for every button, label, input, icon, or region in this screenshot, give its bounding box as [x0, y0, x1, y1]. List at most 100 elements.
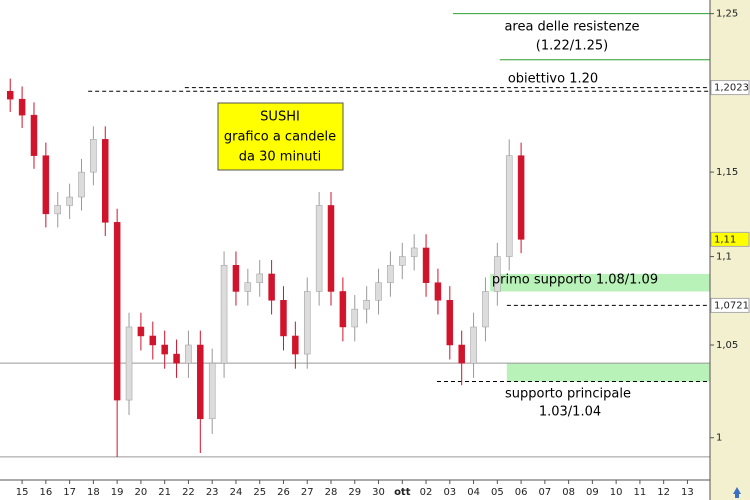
text-box: SUSHI grafico a candele da 30 minuti [217, 102, 344, 171]
x-tick-label: 03 [443, 487, 456, 498]
candle-body [446, 300, 454, 346]
x-tick-label: 22 [182, 487, 195, 498]
price-axis-panel [710, 0, 750, 500]
annotation: 1.03/1.04 [539, 405, 601, 420]
x-tick-label: 08 [562, 487, 575, 498]
y-tick-label: 1,1 [716, 252, 732, 263]
x-tick-label: 23 [206, 487, 219, 498]
candle-body [303, 291, 311, 355]
candle-body [351, 308, 359, 328]
x-tick-label: 05 [491, 487, 504, 498]
candle-body [363, 300, 370, 310]
candle-body [268, 273, 275, 301]
candle-body [292, 335, 299, 355]
candle-body [434, 282, 442, 301]
x-tick-label: 21 [158, 487, 171, 498]
x-tick-label: 30 [372, 487, 385, 498]
candle-body [173, 353, 180, 364]
support-zone [490, 273, 710, 292]
x-tick-label: 02 [420, 487, 433, 498]
candle-body [66, 196, 73, 206]
x-tick-label: 06 [515, 487, 528, 498]
candle-body [517, 155, 525, 240]
price-label: 1,0721 [714, 300, 749, 311]
x-tick-label: 11 [634, 487, 647, 498]
x-tick-label: 09 [586, 487, 599, 498]
candle-body [244, 282, 252, 292]
price-label-box [710, 297, 750, 313]
candle-body [197, 344, 204, 420]
price-label-box [710, 80, 750, 96]
candle-body [30, 114, 38, 156]
text-box-frame [217, 102, 344, 171]
x-tick-label: 10 [610, 487, 623, 498]
price-label-box [710, 231, 750, 247]
candle-body [505, 155, 513, 257]
price-label: 1,11 [714, 234, 736, 245]
x-tick-label: 26 [277, 487, 290, 498]
candle-body [422, 247, 430, 283]
x-tick-label: 04 [467, 487, 480, 498]
annotation: (1.22/1.25) [536, 39, 608, 54]
x-tick-label: ott [394, 487, 411, 498]
x-tick-label: 25 [253, 487, 266, 498]
box-line: SUSHI [260, 110, 300, 125]
candle-body [280, 300, 287, 337]
x-tick-label: 29 [348, 487, 361, 498]
x-tick-label: 15 [16, 487, 29, 498]
x-tick-label: 28 [325, 487, 338, 498]
x-tick-label: 27 [301, 487, 314, 498]
candle-body [410, 247, 418, 257]
x-tick-label: 20 [135, 487, 148, 498]
candle-body [339, 291, 347, 328]
candle-body [161, 344, 168, 355]
candle-body [6, 90, 14, 100]
candle-body [18, 98, 26, 116]
annotation: supporto principale [505, 387, 631, 402]
annotation: obiettivo 1.20 [508, 72, 598, 87]
candle-body [458, 344, 465, 364]
candle-body [78, 171, 85, 198]
candle-body [137, 326, 145, 337]
candle-body [494, 256, 501, 292]
x-tick-label: 19 [111, 487, 124, 498]
y-tick-label: 1,15 [716, 167, 738, 178]
candle-body [149, 335, 157, 346]
x-tick-label: 18 [87, 487, 100, 498]
candle-body [482, 291, 489, 328]
candle-body [256, 273, 263, 283]
candle-body [387, 264, 394, 283]
x-tick-label: 24 [230, 487, 243, 498]
candle-body [102, 139, 109, 223]
x-tick-label: 17 [63, 487, 76, 498]
candle-body [42, 155, 50, 215]
candle-body [470, 326, 477, 364]
scroll-icon[interactable] [733, 487, 741, 498]
candle-body [208, 362, 216, 420]
candle-body [113, 222, 121, 401]
price-label: 1,2023 [714, 83, 749, 94]
box-line: grafico a candele [224, 130, 336, 145]
candle-body [232, 264, 240, 292]
candle-body [399, 256, 406, 266]
x-tick-label: 07 [538, 487, 551, 498]
candle-body [327, 205, 335, 292]
box-line: da 30 minuti [239, 150, 322, 165]
candle-body [90, 139, 97, 173]
candle-body [375, 282, 382, 301]
candle-body [54, 205, 61, 215]
x-tick-label: 12 [657, 487, 670, 498]
y-tick-label: 1,05 [716, 340, 738, 351]
support-zone [506, 363, 710, 382]
candle-body [315, 205, 323, 292]
x-tick-label: 16 [39, 487, 52, 498]
plot-area [0, 13, 710, 458]
annotation: primo supporto 1.08/1.09 [492, 273, 658, 288]
candle-body [220, 264, 228, 364]
candle-body [185, 344, 192, 364]
annotation: area delle resistenze [504, 20, 639, 35]
x-tick-label: 13 [681, 487, 694, 498]
